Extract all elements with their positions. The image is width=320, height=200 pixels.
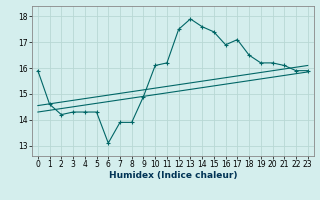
X-axis label: Humidex (Indice chaleur): Humidex (Indice chaleur): [108, 171, 237, 180]
